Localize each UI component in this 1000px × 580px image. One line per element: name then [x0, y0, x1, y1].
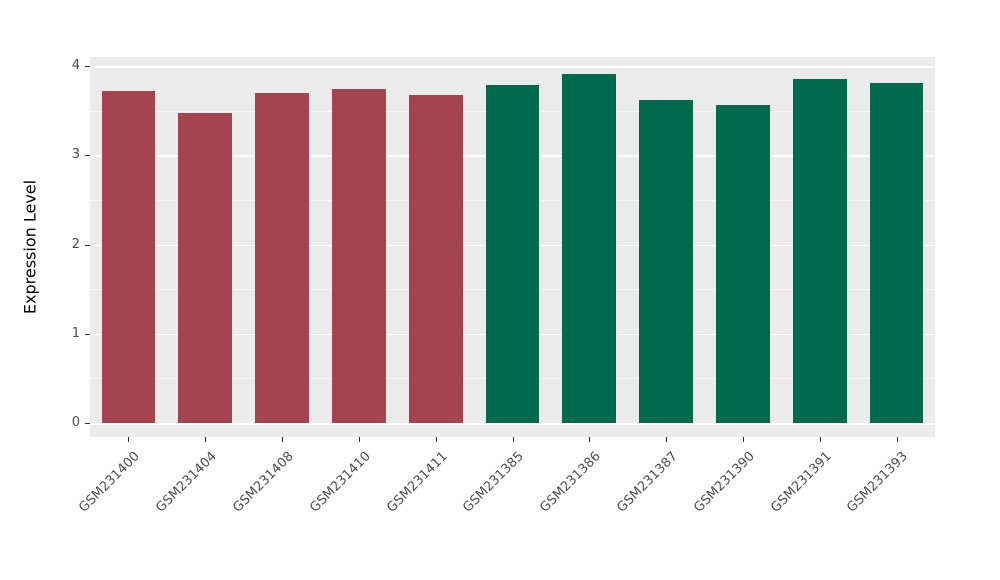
x-tick-mark: [435, 437, 437, 442]
x-tick-mark: [896, 437, 898, 442]
bar-GSM231404: [178, 113, 233, 423]
x-tick-label: GSM231404: [153, 449, 220, 516]
x-tick-mark: [282, 437, 284, 442]
bar-GSM231400: [101, 90, 156, 423]
x-tick-mark: [742, 437, 744, 442]
bar-GSM231410: [331, 89, 386, 423]
x-tick-label: GSM231410: [306, 449, 374, 516]
x-tick-label: GSM231387: [614, 449, 681, 516]
x-tick-label: GSM231408: [230, 449, 297, 516]
bar-GSM231393: [869, 82, 924, 423]
gridline-major: [90, 66, 935, 68]
x-tick-label: GSM231391: [767, 449, 835, 516]
bar-GSM231390: [716, 105, 770, 423]
bar-GSM231411: [408, 94, 463, 423]
bar-GSM231385: [485, 84, 540, 423]
x-tick-label: GSM231400: [76, 449, 144, 516]
bar-GSM231408: [255, 92, 309, 423]
x-tick-label: GSM231390: [690, 449, 758, 516]
x-tick-mark: [589, 437, 591, 442]
y-tick-label: 0: [71, 415, 80, 430]
y-tick-mark: [85, 155, 90, 157]
y-tick-mark: [85, 423, 90, 424]
x-tick-mark: [819, 437, 821, 442]
y-tick-label: 3: [71, 147, 80, 163]
x-tick-label: GSM231386: [537, 449, 604, 516]
x-tick-mark: [128, 437, 130, 442]
x-tick-mark: [666, 437, 668, 442]
y-tick-mark: [85, 333, 90, 335]
x-tick-label: GSM231411: [383, 449, 451, 516]
plot-panel: [90, 57, 935, 437]
bar-GSM231391: [792, 79, 847, 423]
gridline-major: [90, 423, 935, 425]
bar-GSM231386: [562, 74, 617, 423]
y-tick-label: 1: [71, 325, 80, 341]
y-tick-mark: [85, 66, 90, 67]
y-tick-label: 4: [71, 58, 80, 73]
x-tick-label: GSM231393: [844, 449, 912, 516]
x-tick-mark: [358, 437, 360, 442]
y-tick-mark: [85, 244, 90, 246]
x-tick-mark: [512, 437, 514, 442]
x-tick-mark: [205, 437, 207, 442]
bar-GSM231387: [639, 99, 694, 423]
x-tick-label: GSM231385: [460, 449, 528, 516]
y-axis-title: Expression Level: [20, 179, 40, 315]
y-tick-label: 2: [71, 236, 80, 252]
